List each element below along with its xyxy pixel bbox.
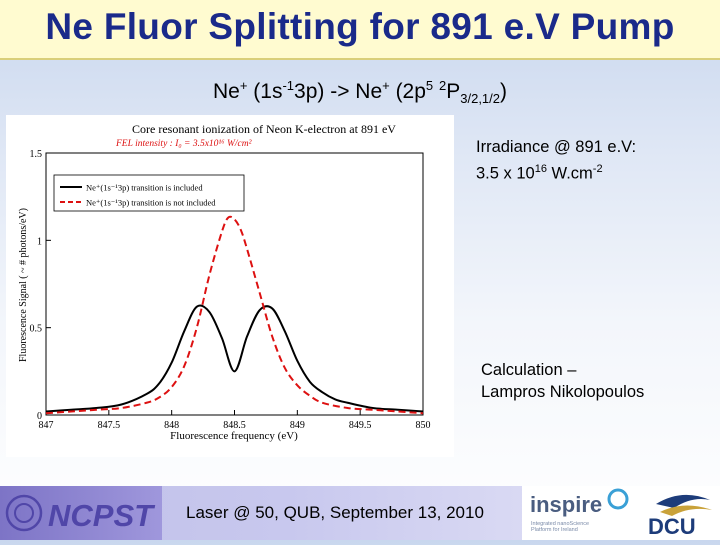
chart-panel: Core resonant ionization of Neon K-elect… bbox=[6, 115, 454, 457]
fluorescence-chart: Core resonant ionization of Neon K-elect… bbox=[18, 122, 431, 442]
credit-line1: Calculation – bbox=[481, 361, 577, 379]
footer-text: Laser @ 50, QUB, September 13, 2010 bbox=[186, 503, 484, 522]
ncpst-logo bbox=[0, 486, 162, 540]
dcu-logo: DCU bbox=[648, 514, 696, 539]
inspire-logo: inspire bbox=[530, 492, 603, 517]
dcu-swoosh-icon bbox=[656, 494, 710, 508]
x-tick-label: 848.5 bbox=[223, 420, 246, 431]
x-tick-label: 847 bbox=[39, 420, 54, 431]
x-tick-label: 849 bbox=[290, 420, 305, 431]
partner-logos bbox=[522, 486, 720, 540]
legend-box bbox=[53, 174, 245, 212]
series-line-included bbox=[45, 304, 424, 413]
chart-subtitle: FEL intensity : I₀ = 3.5x10¹⁶ W/cm² bbox=[115, 139, 252, 149]
y-tick-label: 0.5 bbox=[30, 324, 43, 335]
legend-label: Ne⁺(1s⁻¹3p) transition is included bbox=[86, 183, 203, 193]
irradiance-line1: Irradiance @ 891 e.V: bbox=[476, 138, 637, 156]
series-line-not-included bbox=[45, 215, 424, 415]
legend-label: Ne⁺(1s⁻¹3p) transition is not included bbox=[86, 198, 216, 208]
x-tick-label: 849.5 bbox=[349, 420, 372, 431]
ncpst-emblem-icon bbox=[5, 494, 43, 532]
x-tick-label: 848 bbox=[164, 420, 179, 431]
chart-title: Core resonant ionization of Neon K-elect… bbox=[132, 122, 396, 136]
y-axis-label: Fluorescence Signal ( ~ # photons/eV) bbox=[18, 208, 29, 362]
x-tick-label: 847.5 bbox=[98, 420, 121, 431]
slide-title: Ne Fluor Splitting for 891 e.V Pump bbox=[45, 6, 675, 47]
inspire-ring-icon bbox=[607, 488, 712, 516]
credit-line2: Lampros Nikolopoulos bbox=[481, 383, 645, 401]
y-tick-label: 1.5 bbox=[30, 149, 43, 160]
y-tick-label: 0 bbox=[37, 411, 42, 422]
slide-subtitle: Ne+ (1s-13p) -> Ne+ (2p5 2P3/2,1/2) bbox=[212, 78, 508, 107]
ncpst-logo-text: NCPST bbox=[48, 498, 154, 533]
title-bar bbox=[0, 0, 720, 60]
irradiance-note: Irradiance @ 891 e.V: 3.5 x 1016 W.cm-2 bbox=[476, 136, 636, 185]
inspire-tagline: Integrated nanoScience Platform for Irel… bbox=[531, 521, 590, 533]
irradiance-line2: 3.5 x 1016 W.cm-2 bbox=[476, 163, 603, 183]
y-tick-label: 1 bbox=[37, 236, 42, 247]
x-axis-label: Fluorescence frequency (eV) bbox=[170, 430, 298, 442]
x-tick-label: 850 bbox=[416, 420, 431, 431]
credit-note: Calculation – Lampros Nikolopoulos bbox=[481, 359, 644, 403]
